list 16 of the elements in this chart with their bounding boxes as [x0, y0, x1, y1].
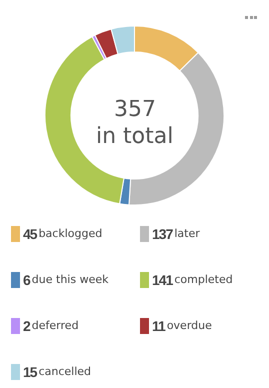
text: in total: [96, 124, 174, 149]
data-label: 2: [23, 318, 30, 334]
data-label: 141: [152, 272, 172, 288]
text: 357: [114, 97, 156, 122]
data-label: 137: [152, 226, 172, 242]
data-label: 11: [152, 318, 165, 334]
data-label: 45: [23, 226, 37, 242]
legend-label: later: [174, 226, 200, 242]
legend-label: deferred: [32, 318, 79, 334]
legend-label: overdue: [166, 318, 212, 334]
data-label: 6: [23, 272, 30, 288]
legend-label: backlogged: [38, 226, 102, 242]
legend-label: due this week: [32, 272, 108, 288]
data-label: 15: [23, 364, 37, 380]
legend-label: cancelled: [38, 364, 92, 380]
legend-label: completed: [174, 272, 233, 288]
